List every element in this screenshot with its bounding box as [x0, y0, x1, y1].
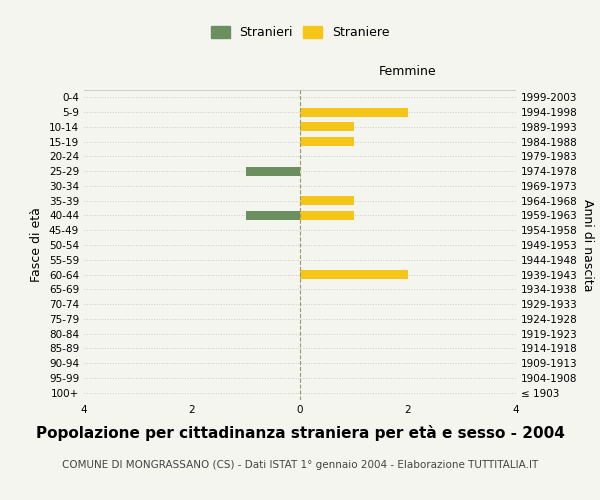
- Bar: [300, 137, 354, 146]
- Text: Femmine: Femmine: [379, 64, 437, 78]
- Bar: [300, 211, 354, 220]
- Bar: [300, 270, 408, 279]
- Y-axis label: Fasce di età: Fasce di età: [31, 208, 43, 282]
- Text: Popolazione per cittadinanza straniera per età e sesso - 2004: Popolazione per cittadinanza straniera p…: [35, 425, 565, 441]
- Bar: [300, 196, 354, 205]
- Bar: [300, 122, 354, 132]
- Legend: Stranieri, Straniere: Stranieri, Straniere: [206, 21, 394, 44]
- Bar: [246, 211, 300, 220]
- Bar: [246, 167, 300, 175]
- Y-axis label: Anni di nascita: Anni di nascita: [581, 198, 594, 291]
- Bar: [300, 108, 408, 116]
- Text: COMUNE DI MONGRASSANO (CS) - Dati ISTAT 1° gennaio 2004 - Elaborazione TUTTITALI: COMUNE DI MONGRASSANO (CS) - Dati ISTAT …: [62, 460, 538, 470]
